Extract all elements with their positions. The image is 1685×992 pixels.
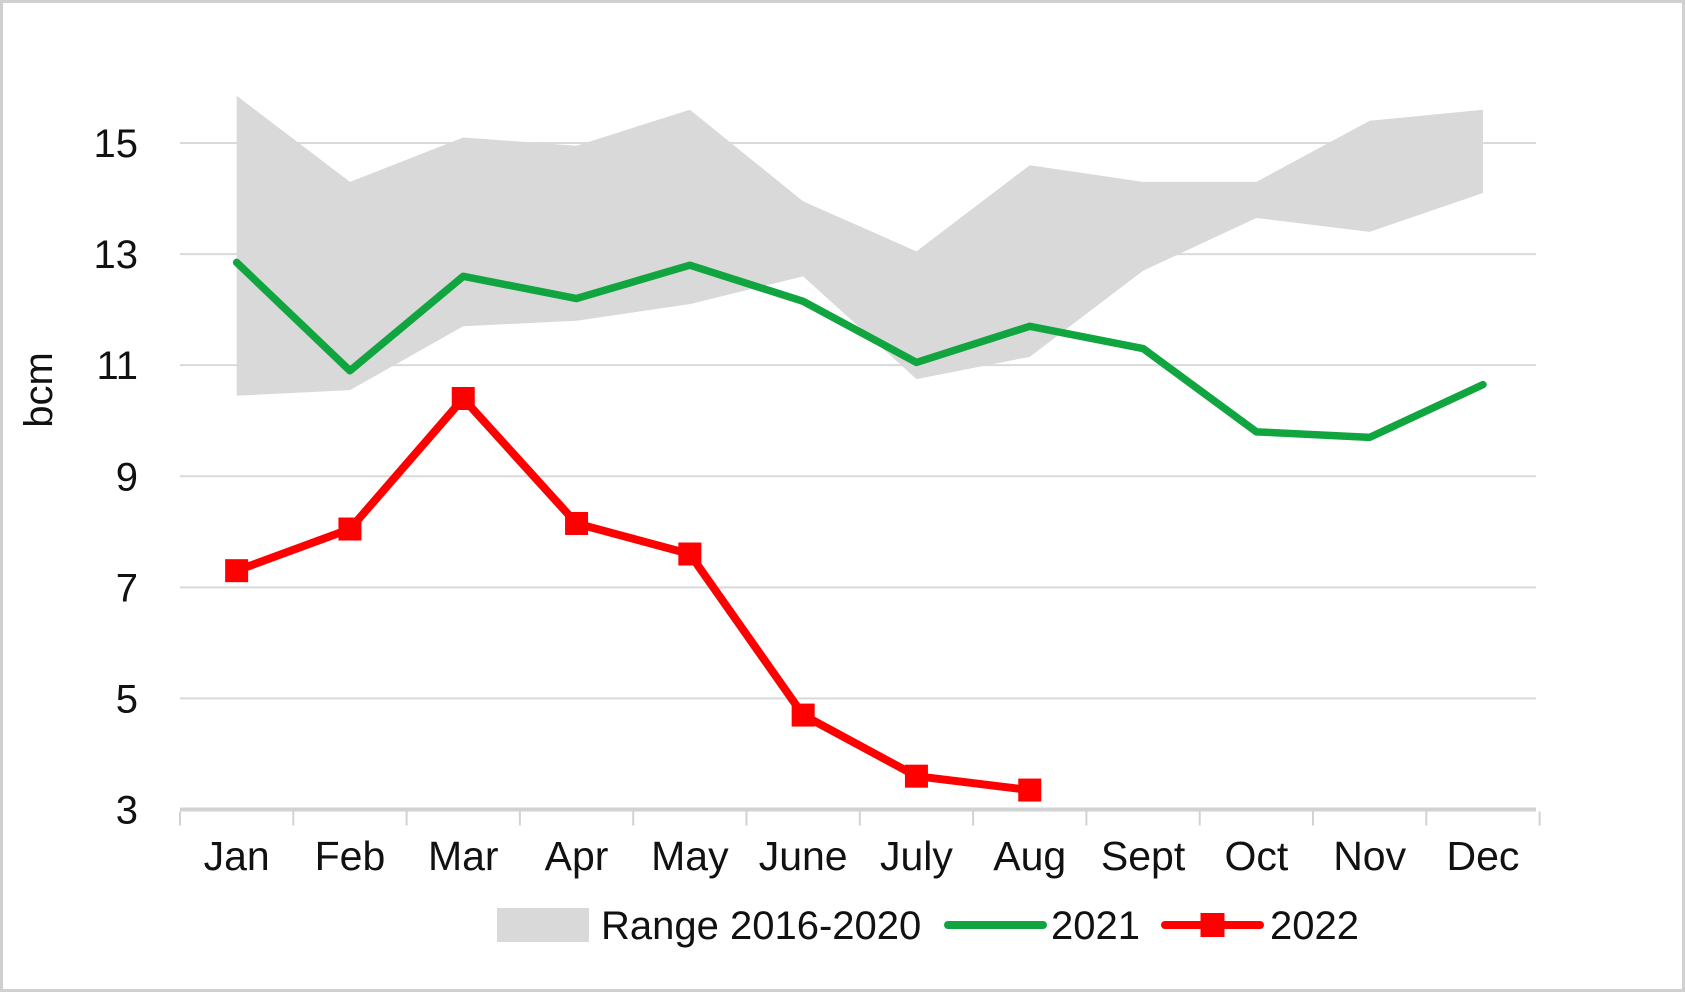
legend-label-2021: 2021 [1051,904,1140,948]
x-tick-label: Jan [204,833,270,879]
series-2022-marker [225,559,249,583]
y-tick-label: 11 [96,344,138,388]
series-2022-marker [451,387,475,411]
x-tick-label: Nov [1333,833,1406,879]
series-2022-marker [678,542,702,566]
x-tick-label: Aug [993,833,1066,879]
y-tick-label: 3 [116,789,138,833]
legend-swatch-range [497,908,589,942]
series-2022-marker [338,517,362,541]
x-tick-label: Sept [1101,833,1186,879]
y-tick-label: 5 [116,677,138,721]
x-tick-label: Apr [545,833,609,879]
y-tick-label: 13 [94,233,139,277]
x-tick-label: July [880,833,953,879]
series-2022-marker [565,511,589,535]
x-tick-label: Feb [315,833,386,879]
y-tick-label: 15 [94,122,139,166]
series-line-2021 [232,258,1487,442]
legend-label-range: Range 2016-2020 [601,904,921,948]
x-tick-label: June [759,833,848,879]
series-2022-marker [791,703,815,727]
range-band-area [236,95,1483,396]
x-tick-label: Mar [428,833,499,879]
x-tick-label: Dec [1446,833,1519,879]
y-tick-label: 9 [116,455,138,499]
x-tick-label: Oct [1224,833,1288,879]
series-2022-marker [904,764,928,788]
series-2022-marker [1018,778,1042,802]
legend-swatch-2022-marker [1200,913,1225,937]
y-axis-title: bcm [17,352,61,428]
y-tick-label: 7 [116,566,138,610]
legend-label-2022: 2022 [1270,904,1359,948]
x-tick-label: May [651,833,729,879]
series-line-2022 [232,394,1034,795]
